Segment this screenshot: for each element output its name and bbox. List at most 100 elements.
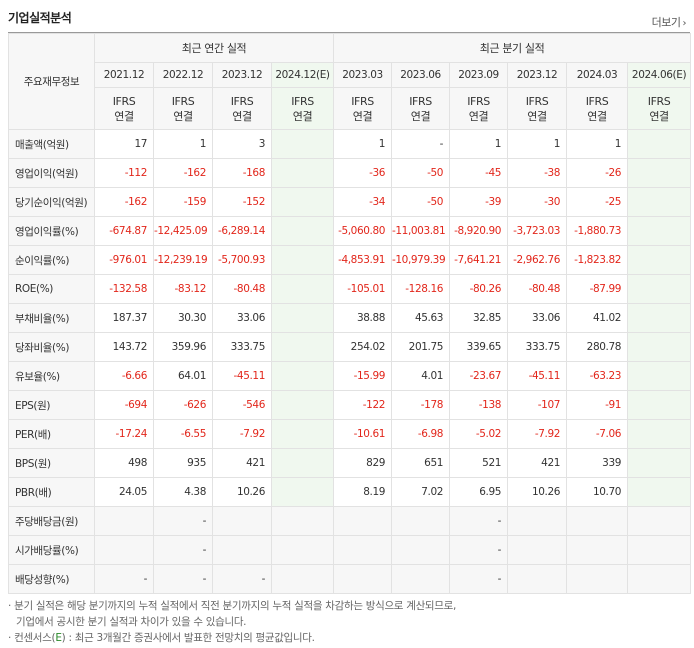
row-label-header: 주요재무정보 (8, 33, 95, 130)
period-header-quarter: 2023.03 (333, 62, 393, 88)
ifrs-consolidated-header: IFRS 연결 (507, 87, 568, 130)
table-cell: -626 (153, 390, 213, 420)
table-cell: -11,003.81 (391, 216, 451, 246)
consolidated-label: 연결 (352, 109, 373, 123)
table-cell (270, 216, 335, 246)
table-cell: -80.26 (449, 274, 509, 304)
table-cell (270, 477, 335, 507)
period-header-annual: 2023.12 (212, 62, 272, 88)
period-header-annual: 2022.12 (153, 62, 213, 88)
table-cell: 333.75 (507, 332, 568, 362)
table-top-border (8, 32, 690, 33)
table-cell: -6.66 (94, 361, 154, 391)
table-cell (627, 158, 692, 188)
table-row: 당기순이익(억원) -162 -159 -152 -34 -50 -39 -30 -25 (8, 187, 692, 217)
table-cell (507, 564, 568, 594)
table-cell: 45.63 (391, 303, 451, 333)
table-row: EPS(원) -694 -626 -546 -122 -178 -138 -107 -91 (8, 390, 692, 420)
chevron-right-icon: › (682, 18, 687, 29)
table-cell: -546 (212, 390, 272, 420)
footnotes: · 분기 실적은 해당 분기까지의 누적 실적에서 직전 분기까지의 누적 실적… (8, 598, 456, 646)
table-cell: -12,425.09 (153, 216, 213, 246)
table-cell: -87.99 (566, 274, 629, 304)
table-cell: 339.65 (449, 332, 509, 362)
table-cell: 41.02 (566, 303, 629, 333)
table-cell: 10.26 (212, 477, 272, 507)
table-cell: 1 (153, 129, 213, 159)
table-cell: -128.16 (391, 274, 451, 304)
table-cell: 333.75 (212, 332, 272, 362)
table-cell (627, 361, 692, 391)
table-cell: -7.06 (566, 419, 629, 449)
row-label: 매출액(억원) (8, 129, 95, 159)
table-cell: 421 (507, 448, 568, 478)
more-link[interactable]: 더보기 › (652, 14, 687, 30)
ifrs-label: IFRS (291, 94, 314, 108)
table-cell: -10.61 (333, 419, 393, 449)
row-label: 주당배당금(원) (8, 506, 95, 536)
table-cell: 38.88 (333, 303, 393, 333)
table-cell (212, 506, 272, 536)
table-cell: -132.58 (94, 274, 154, 304)
table-cell (507, 506, 568, 536)
consolidated-label: 연결 (114, 109, 134, 123)
table-cell (270, 332, 335, 362)
table-cell: - (449, 564, 509, 594)
table-cell: -50 (391, 158, 451, 188)
table-cell (627, 448, 692, 478)
table-cell (333, 535, 393, 565)
footnote-1-cont: 기업에서 공시한 분기 실적과 차이가 있을 수 있습니다. (16, 616, 247, 628)
row-label: 배당성향(%) (8, 564, 95, 594)
table-cell: - (449, 535, 509, 565)
table-cell (270, 448, 335, 478)
table-cell (270, 274, 335, 304)
period-header-annual: 2021.12 (94, 62, 154, 88)
table-cell (627, 506, 692, 536)
table-cell (94, 535, 154, 565)
table-cell: -3,723.03 (507, 216, 568, 246)
table-cell: 1 (449, 129, 509, 159)
table-cell: -138 (449, 390, 509, 420)
table-cell: - (449, 506, 509, 536)
ifrs-consolidated-header: IFRS 연결 (153, 87, 213, 130)
footnote-2-suffix: ) : 최근 3개월간 증권사에서 발표한 전망치의 평균값입니다. (61, 632, 315, 644)
table-cell: -7,641.21 (449, 245, 509, 275)
ifrs-consolidated-header: IFRS 연결 (212, 87, 272, 130)
ifrs-consolidated-header: IFRS 연결 (270, 87, 335, 130)
ifrs-label: IFRS (351, 94, 374, 108)
ifrs-label: IFRS (467, 94, 490, 108)
table-cell (627, 419, 692, 449)
table-cell: -45.11 (507, 361, 568, 391)
table-cell: -8,920.90 (449, 216, 509, 246)
table-cell: -36 (333, 158, 393, 188)
table-cell: 3 (212, 129, 272, 159)
table-row: 영업이익률(%) -674.87 -12,425.09 -6,289.14 -5,060… (8, 216, 692, 246)
table-cell: 10.70 (566, 477, 629, 507)
table-cell: 32.85 (449, 303, 509, 333)
table-cell: -5,060.80 (333, 216, 393, 246)
table-cell: 651 (391, 448, 451, 478)
ifrs-consolidated-header: IFRS 연결 (566, 87, 629, 130)
ifrs-label: IFRS (585, 94, 609, 108)
table-cell: 24.05 (94, 477, 154, 507)
table-cell (333, 506, 393, 536)
table-cell: 30.30 (153, 303, 213, 333)
consolidated-label: 연결 (410, 109, 431, 123)
row-label: EPS(원) (8, 390, 95, 420)
table-cell: -12,239.19 (153, 245, 213, 275)
table-cell: 1 (566, 129, 629, 159)
table-cell: 33.06 (212, 303, 272, 333)
table-cell: 359.96 (153, 332, 213, 362)
table-cell: 498 (94, 448, 154, 478)
table-cell (627, 390, 692, 420)
table-cell (627, 477, 692, 507)
consolidated-label: 연결 (173, 109, 193, 123)
table-row: 배당성향(%) - - - - (8, 564, 692, 594)
table-cell (566, 535, 629, 565)
table-cell: -15.99 (333, 361, 393, 391)
table-cell (270, 129, 335, 159)
ifrs-label: IFRS (230, 94, 254, 108)
table-cell: 254.02 (333, 332, 393, 362)
ifrs-consolidated-header: IFRS 연결 (391, 87, 451, 130)
period-header-quarter: 2023.12 (507, 62, 568, 88)
